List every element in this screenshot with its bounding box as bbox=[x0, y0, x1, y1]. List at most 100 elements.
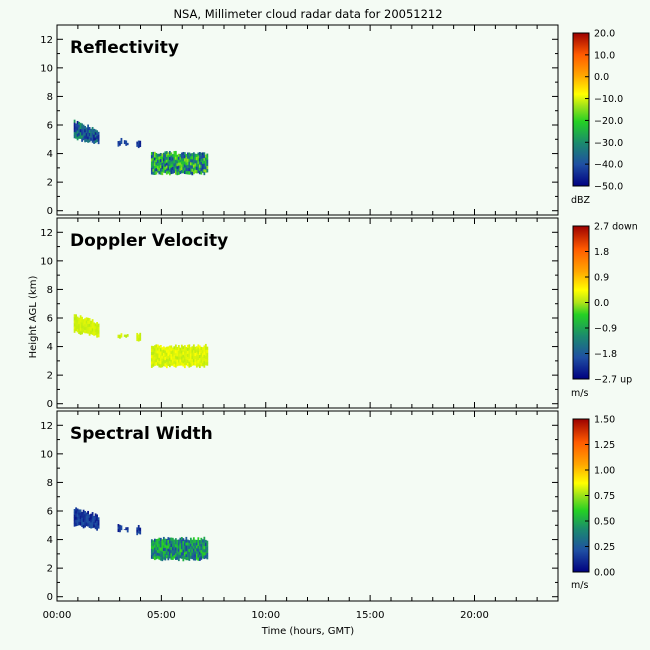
radar-cell bbox=[177, 359, 180, 363]
radar-cell bbox=[136, 335, 139, 339]
radar-cell bbox=[155, 356, 158, 360]
radar-cell bbox=[168, 150, 171, 155]
radar-cell bbox=[91, 524, 94, 529]
radar-cell bbox=[81, 514, 83, 519]
radar-cell bbox=[186, 551, 189, 555]
radar-cell bbox=[87, 517, 89, 521]
radar-cell bbox=[162, 169, 165, 173]
radar-cell bbox=[198, 167, 201, 172]
radar-cell bbox=[165, 346, 168, 351]
radar-cell bbox=[197, 540, 200, 544]
radar-cell bbox=[188, 554, 191, 558]
radar-cell bbox=[206, 169, 209, 173]
radar-cell bbox=[171, 544, 174, 548]
radar-cell bbox=[94, 513, 97, 517]
radar-cell bbox=[186, 344, 189, 349]
radar-cell bbox=[192, 540, 195, 544]
radar-cell bbox=[158, 354, 161, 359]
radar-cell bbox=[79, 512, 82, 517]
radar-cell bbox=[198, 358, 201, 362]
radar-cell bbox=[195, 166, 198, 171]
radar-cell bbox=[150, 358, 153, 362]
radar-cell bbox=[73, 125, 76, 130]
radar-cell bbox=[159, 547, 162, 551]
radar-cell bbox=[201, 353, 204, 357]
radar-cell bbox=[191, 355, 194, 360]
reflectivity-panel: Reflectivity dBZ 0 2 4 6 8 10 12 20.0 10.0 0.0 −10… bbox=[40, 24, 623, 217]
radar-cell bbox=[194, 163, 197, 167]
radar-cell bbox=[75, 314, 77, 318]
radar-cell bbox=[153, 541, 156, 546]
radar-cell bbox=[206, 346, 209, 351]
radar-cell bbox=[174, 353, 177, 357]
radar-cell bbox=[156, 359, 159, 363]
radar-cell bbox=[176, 551, 179, 555]
radar-cell bbox=[156, 169, 159, 173]
radar-cell bbox=[162, 542, 165, 546]
radar-cell bbox=[192, 554, 195, 558]
radar-cell bbox=[177, 542, 180, 546]
radar-echo bbox=[73, 119, 100, 145]
radar-cell bbox=[125, 143, 128, 146]
radar-cell bbox=[158, 348, 161, 353]
radar-cell bbox=[203, 536, 206, 541]
radar-cell bbox=[156, 344, 159, 348]
radar-cell bbox=[136, 144, 139, 147]
radar-cell bbox=[171, 362, 174, 366]
radar-cell bbox=[185, 545, 188, 549]
radar-cell bbox=[206, 153, 209, 157]
radar-cell bbox=[87, 136, 89, 140]
colorbar-tick-label: 2.7 down bbox=[594, 222, 638, 233]
radar-cell bbox=[91, 130, 94, 134]
radar-cell bbox=[189, 540, 192, 544]
radar-cell bbox=[206, 156, 209, 161]
radar-cell bbox=[90, 519, 92, 523]
radar-cell bbox=[170, 537, 173, 541]
radar-cell bbox=[75, 328, 77, 332]
radar-cell bbox=[76, 325, 79, 330]
radar-cell bbox=[183, 161, 186, 165]
radar-cell bbox=[91, 515, 94, 519]
radar-cell bbox=[174, 538, 177, 542]
radar-cell bbox=[158, 556, 161, 560]
radar-cell bbox=[75, 522, 77, 527]
radar-cell bbox=[171, 353, 174, 357]
radar-cell bbox=[159, 553, 162, 558]
radar-cell bbox=[96, 520, 98, 525]
radar-cell bbox=[159, 156, 162, 160]
colorbar-unit: dBZ bbox=[571, 195, 591, 206]
colorbar-tick-label: 1.50 bbox=[594, 415, 615, 426]
radar-cell bbox=[162, 556, 165, 560]
radar-cell bbox=[73, 314, 76, 318]
y-axis-label: Height AGL (km) bbox=[28, 276, 39, 359]
radar-cell bbox=[201, 539, 204, 543]
radar-cell bbox=[162, 548, 165, 552]
radar-cell bbox=[206, 540, 209, 545]
radar-cell bbox=[97, 137, 100, 142]
radar-cell bbox=[165, 545, 168, 549]
radar-cell bbox=[180, 546, 183, 550]
radar-cell bbox=[188, 361, 191, 365]
radar-cell bbox=[79, 509, 82, 513]
radar-cell bbox=[198, 152, 201, 156]
radar-cell bbox=[197, 161, 200, 165]
radar-cell bbox=[150, 545, 153, 550]
radar-cell bbox=[195, 157, 198, 161]
radar-cell bbox=[82, 325, 85, 330]
radar-cell bbox=[162, 155, 165, 159]
radar-cell bbox=[159, 152, 162, 157]
radar-cell bbox=[156, 153, 159, 158]
radar-cell bbox=[179, 156, 182, 160]
y-tick-label: 8 bbox=[47, 285, 53, 296]
radar-cell bbox=[203, 546, 206, 550]
radar-cell bbox=[159, 165, 162, 169]
y-tick-label: 0 bbox=[47, 206, 53, 217]
radar-cell bbox=[139, 527, 142, 532]
radar-cell bbox=[201, 555, 204, 559]
radar-cell bbox=[174, 347, 177, 351]
radar-cell bbox=[185, 159, 188, 163]
radar-cell bbox=[153, 163, 156, 167]
radar-cell bbox=[162, 362, 165, 367]
radar-cell bbox=[79, 318, 82, 322]
radar-cell bbox=[153, 544, 156, 549]
